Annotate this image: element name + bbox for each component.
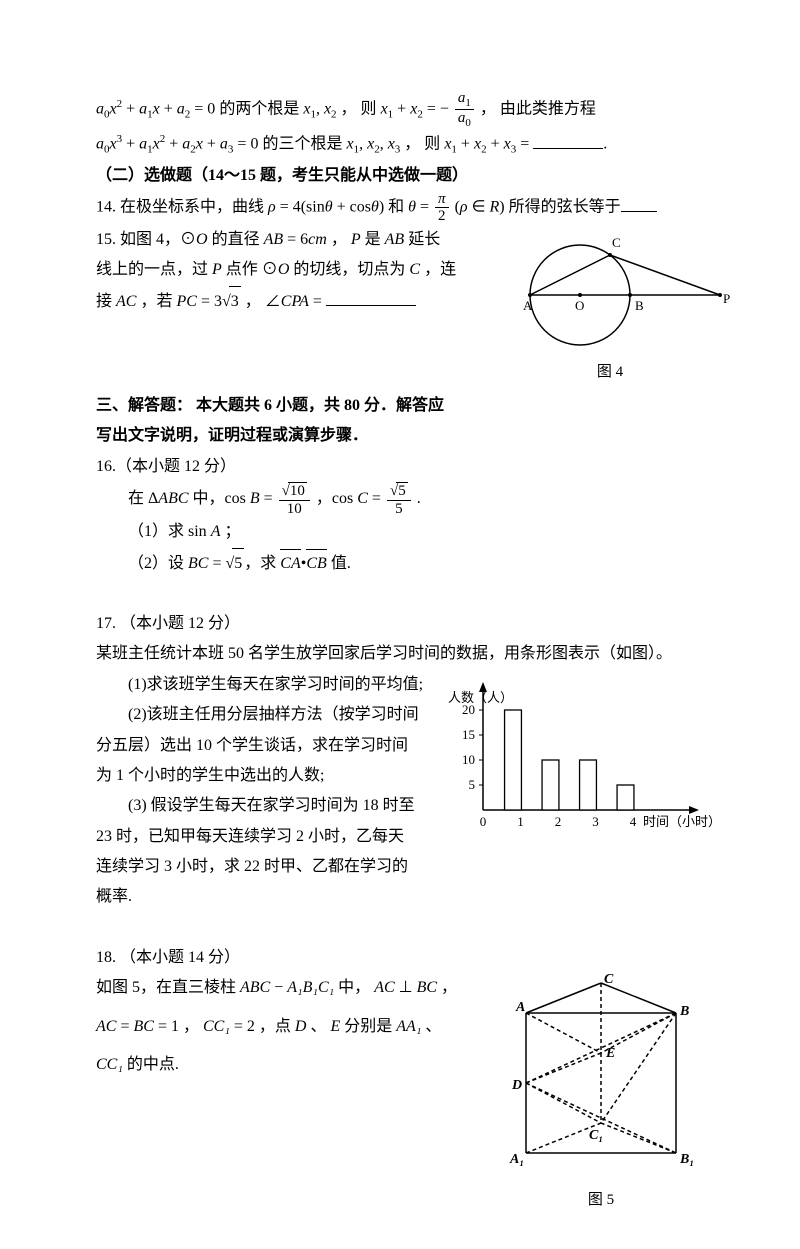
q15-l2: 线上的一点，过 P 点作 ⊙O 的切线，切点为 C ，连	[96, 255, 470, 285]
svg-text:人数（人）: 人数（人）	[448, 690, 513, 705]
q16-p2: （2）设 BC = 5，求 CA•CB 值.	[128, 548, 730, 579]
q18-l3: CC₁ 的中点.	[96, 1050, 476, 1080]
q17-p1: (1)求该班学生每天在家学习时间的平均值;	[128, 670, 426, 700]
q15-l3: 接 AC ，若 PC = 33 ， ∠CPA =	[96, 286, 470, 317]
text: ， 则	[404, 136, 444, 153]
section-3-heading-l2: 写出文字说明，证明过程或演算步骤．	[96, 421, 730, 451]
svg-text:A: A	[515, 1000, 525, 1015]
section-2-heading: （二）选做题（14～15 题，考生只能从中选做一题）	[96, 161, 730, 191]
svg-text:D: D	[511, 1078, 522, 1093]
q17-p2a: (2)该班主任用分层抽样方法（按学习时间	[128, 700, 426, 730]
svg-text:3: 3	[592, 814, 599, 829]
svg-text:P: P	[723, 291, 730, 306]
svg-text:B: B	[679, 1004, 689, 1019]
figure-4: A O B P C 图 4	[490, 225, 730, 381]
figure-5: A B C A₁ B₁ C₁ D E 图 5	[496, 973, 706, 1209]
svg-text:E: E	[605, 1046, 615, 1061]
q16-p1: （1）求 sin A ；	[128, 517, 730, 547]
q17-intro: 某班主任统计本班 50 名学生放学回家后学习时间的数据，用条形图表示（如图）。	[96, 639, 730, 669]
svg-text:5: 5	[469, 777, 476, 792]
q18-l2: AC = BC = 1 ， CC₁ = 2 ，点 D 、 E 分别是 AA₁ 、	[96, 1012, 476, 1042]
q17-head: 17. （本小题 12 分）	[96, 609, 730, 639]
svg-text:C: C	[604, 972, 614, 987]
text: .	[603, 136, 607, 153]
text: ， 由此类推方程	[480, 100, 596, 117]
svg-text:B₁: B₁	[679, 1152, 694, 1167]
svg-text:C₁: C₁	[589, 1128, 603, 1143]
svg-text:10: 10	[462, 752, 475, 767]
q16-head: 16.（本小题 12 分）	[96, 452, 730, 482]
svg-text:4: 4	[630, 814, 637, 829]
q16-l1: 在 ΔABC 中，cos B = 1010 ，cos C = 55 .	[128, 482, 730, 517]
svg-text:C: C	[612, 235, 621, 250]
svg-text:A: A	[523, 298, 533, 313]
section-3-heading-l1: 三、解答题： 本大题共 6 小题，共 80 分．解答应	[96, 391, 730, 421]
q15-l1: 15. 如图 4，⊙O 的直径 AB = 6cm ， P 是 AB 延长	[96, 225, 470, 255]
q14: 14. 在极坐标系中，曲线 ρ = 4(sinθ + cosθ) 和 θ = π…	[96, 191, 730, 225]
svg-text:时间（小时）: 时间（小时）	[643, 814, 721, 829]
q17-p2b: 分五层）选出 10 个学生谈话，求在学习时间	[96, 731, 426, 761]
svg-text:A₁: A₁	[509, 1152, 524, 1167]
q17-p3d: 概率.	[96, 882, 426, 912]
q18-l1: 如图 5，在直三棱柱 ABC − A₁B₁C₁ 中， AC ⊥ BC ，	[96, 973, 476, 1003]
text: ， 则	[341, 100, 381, 117]
svg-text:0: 0	[480, 814, 487, 829]
svg-text:15: 15	[462, 727, 475, 742]
svg-text:O: O	[575, 298, 584, 313]
q17-p3b: 23 时，已知甲每天连续学习 2 小时，乙每天	[96, 822, 426, 852]
text: 的三个根是	[262, 136, 342, 153]
q17-p3c: 连续学习 3 小时，求 22 时甲、乙都在学习的	[96, 852, 426, 882]
q18-head: 18. （本小题 14 分）	[96, 943, 730, 973]
q17-p3a: (3) 假设学生每天在家学习时间为 18 时至	[128, 791, 426, 821]
fig4-caption: 图 4	[490, 360, 730, 381]
text: 的两个根是	[219, 100, 299, 117]
svg-text:1: 1	[517, 814, 524, 829]
q17-p2c: 为 1 个小时的学生中选出的人数;	[96, 761, 426, 791]
fig5-caption: 图 5	[496, 1188, 706, 1209]
svg-text:B: B	[635, 298, 644, 313]
svg-text:2: 2	[555, 814, 562, 829]
svg-text:20: 20	[462, 702, 475, 717]
q17-chart: 人数（人） 5 10 15 20 0 1 2 3 4 时间（小时）	[438, 670, 718, 845]
